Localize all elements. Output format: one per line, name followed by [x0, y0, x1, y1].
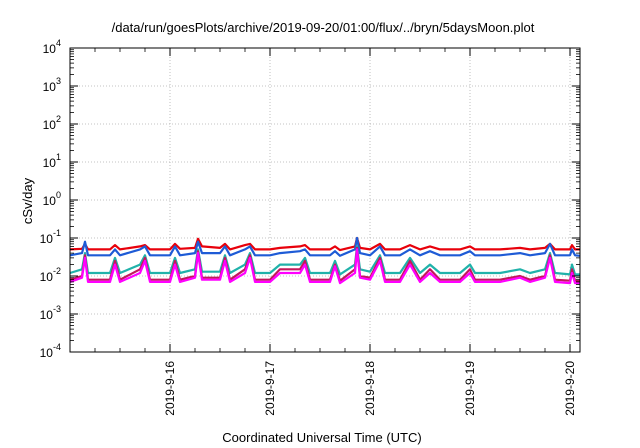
x-tick-label: 2019-9-18 [363, 361, 377, 416]
y-tick-label: 10-3 [40, 304, 61, 322]
y-tick-label: 104 [43, 38, 61, 56]
y-tick-label: 10-4 [40, 342, 61, 360]
y-tick-label: 10-1 [40, 228, 61, 246]
series-line-2 [69, 236, 581, 257]
chart-title: /data/run/goesPlots/archive/2019-09-20/0… [112, 20, 535, 35]
y-tick-label: 101 [43, 152, 61, 170]
x-tick-label: 2019-9-19 [463, 361, 477, 416]
plot-frame [69, 47, 581, 353]
series-line-1 [69, 236, 580, 252]
x-tick-label: 2019-9-20 [563, 361, 577, 416]
y-tick-label: 10-2 [40, 266, 61, 284]
axes-group: 10-4 10-3 10-2 10-1 100 101 102 103 104 2019-9-16… [40, 38, 581, 416]
series-line-3 [69, 245, 580, 276]
y-tick-label: 103 [43, 76, 61, 94]
y-tick-label: 100 [43, 190, 61, 208]
x-axis-label: Coordinated Universal Time (UTC) [222, 430, 421, 445]
x-tick-label: 2019-9-17 [263, 361, 277, 416]
y-tick-label: 102 [43, 114, 61, 132]
grid-lines [70, 48, 580, 352]
series-line-5 [69, 248, 580, 285]
plot-series-group [69, 236, 581, 285]
x-tick-label: 2019-9-16 [163, 361, 177, 416]
y-axis-label: cSv/day [20, 177, 35, 224]
